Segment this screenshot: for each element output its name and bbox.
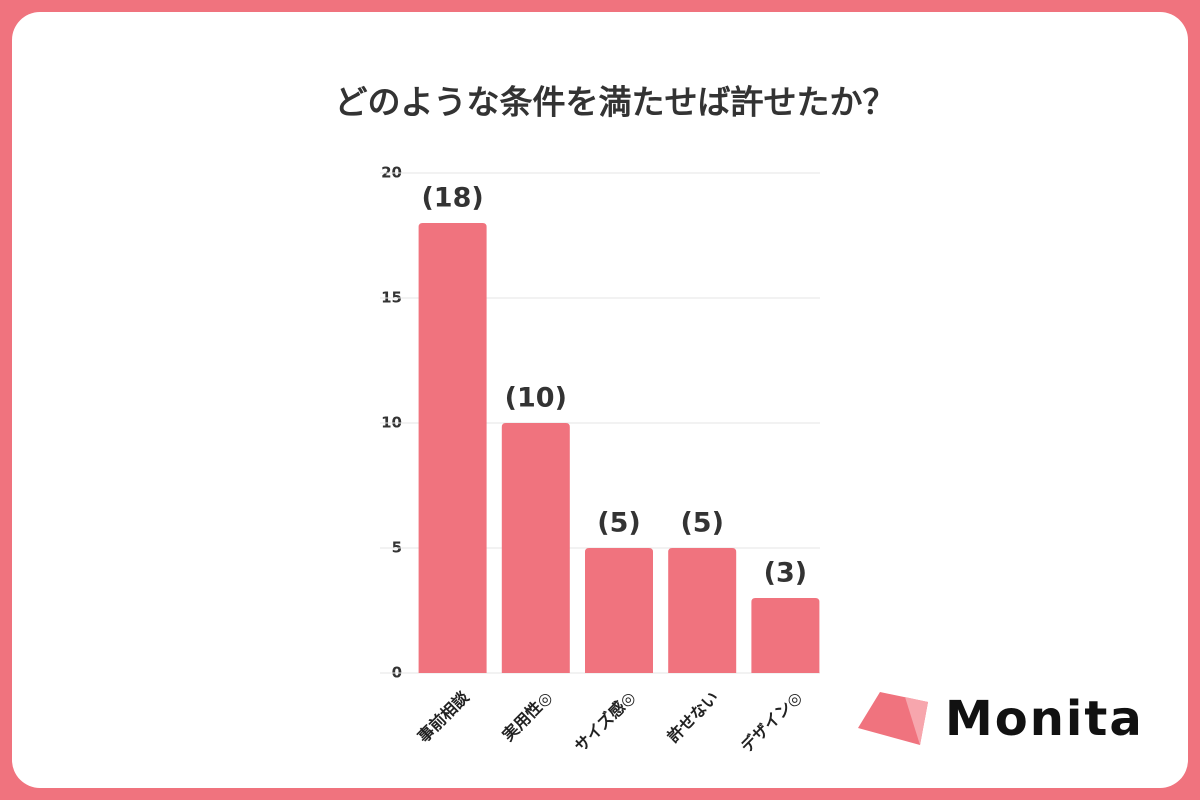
panel bbox=[12, 12, 1188, 788]
chart-title: どのような条件を満たせば許せたか？ bbox=[335, 83, 896, 122]
logo-mark bbox=[905, 697, 928, 745]
brand-logo: Monita bbox=[945, 691, 1144, 747]
bar bbox=[585, 548, 653, 673]
bar bbox=[501, 423, 570, 673]
bar bbox=[751, 598, 820, 673]
data-label: (5) bbox=[680, 508, 723, 539]
logo: Monita bbox=[858, 691, 1144, 747]
data-label: (18) bbox=[421, 183, 483, 214]
data-label: (10) bbox=[505, 383, 567, 414]
bar bbox=[418, 223, 487, 673]
bar bbox=[668, 548, 737, 673]
data-label: (3) bbox=[764, 558, 807, 589]
data-label: (5) bbox=[597, 508, 640, 539]
